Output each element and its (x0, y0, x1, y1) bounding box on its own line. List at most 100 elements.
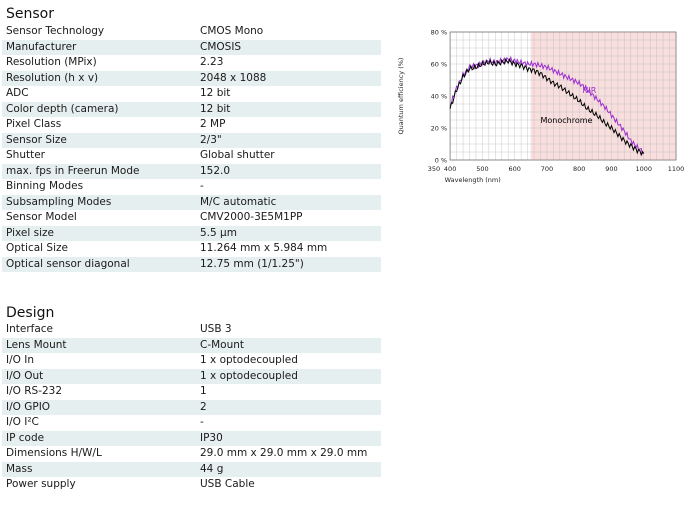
spec-key: I/O GPIO (2, 399, 196, 415)
sensor-row: Sensor Model CMV2000-3E5M1PP (2, 210, 381, 226)
spec-key: I/O I²C (6, 416, 39, 428)
spec-value: IP30 (196, 430, 381, 446)
series-line-nir (449, 55, 645, 155)
spec-key: Optical Size (6, 242, 68, 254)
design-row: I/O RS-232 1 (2, 384, 381, 400)
spec-value: - (200, 416, 204, 428)
series-label-monochrome: Monochrome (540, 116, 592, 125)
spec-key: IP code (2, 430, 196, 446)
x-tick-label: 700 (541, 165, 553, 173)
spec-key: Manufacturer (2, 39, 196, 55)
sensor-section-title: Sensor (6, 6, 54, 22)
spec-key: Power supply (6, 478, 76, 490)
sensor-row: Subsampling Modes M/C automatic (2, 194, 381, 210)
spec-key: I/O In (6, 354, 34, 366)
y-tick-label: 40 % (431, 93, 448, 101)
spec-value: 12 bit (200, 87, 231, 99)
x-axis-label: Wavelength (nm) (445, 176, 501, 184)
x-tick-label: 400 (444, 165, 456, 173)
spec-value: 1 x optodecoupled (200, 354, 298, 366)
spec-key: Optical sensor diagonal (2, 256, 196, 272)
sensor-row: Binning Modes - (2, 179, 381, 195)
sensor-row: Sensor Technology CMOS Mono (2, 24, 381, 40)
sensor-row: max. fps in Freerun Mode 152.0 (2, 163, 381, 179)
x-tick-label: 1100 (668, 165, 684, 173)
sensor-row: Optical sensor diagonal 12.75 mm (1/1.25"… (2, 256, 381, 272)
spec-key: Resolution (MPix) (6, 56, 97, 68)
spec-value: 2/3" (196, 132, 381, 148)
sensor-row: Manufacturer CMOSIS (2, 39, 381, 55)
spec-value: M/C automatic (196, 194, 381, 210)
spec-key: Resolution (h x v) (2, 70, 196, 86)
spec-value: 1 (200, 385, 207, 397)
sensor-row: Pixel size 5.5 µm (2, 225, 381, 241)
design-row: I/O I²C - (2, 415, 381, 431)
design-row: I/O Out 1 x optodecoupled (2, 368, 381, 384)
spec-value: 11.264 mm x 5.984 mm (200, 242, 328, 254)
spec-value: Global shutter (200, 149, 275, 161)
design-row: Power supply USB Cable (2, 477, 381, 493)
sensor-spec-table: Sensor Technology CMOS Mono Manufacturer CM… (2, 24, 381, 272)
y-tick-label: 20 % (431, 125, 448, 133)
design-section-title: Design (6, 305, 55, 321)
spec-key: Sensor Size (2, 132, 196, 148)
design-row: IP code IP30 (2, 430, 381, 446)
design-row: I/O GPIO 2 (2, 399, 381, 415)
design-spec-table: Interface USB 3 Lens Mount C-Mount I/O In 1 x… (2, 322, 381, 493)
spec-value: C-Mount (196, 337, 381, 353)
y-axis-label: Quantum efficiency (%) (397, 58, 405, 135)
spec-value: 12 bit (196, 101, 381, 117)
spec-value: CMOS Mono (200, 25, 264, 37)
spec-key: Dimensions H/W/L (6, 447, 102, 459)
design-row: Dimensions H/W/L 29.0 mm x 29.0 mm x 29.0… (2, 446, 381, 462)
sensor-row: Pixel Class 2 MP (2, 117, 381, 133)
spec-value: 152.0 (196, 163, 381, 179)
spec-value: 12.75 mm (1/1.25") (196, 256, 381, 272)
sensor-row: Resolution (MPix) 2.23 (2, 55, 381, 71)
x-tick-label: 600 (508, 165, 520, 173)
spec-key: I/O RS-232 (6, 385, 63, 397)
y-tick-label: 80 % (431, 29, 448, 37)
spec-value: CMV2000-3E5M1PP (200, 211, 303, 223)
spec-value: USB 3 (200, 323, 232, 335)
sensor-row: ADC 12 bit (2, 86, 381, 102)
sensor-row: Optical Size 11.264 mm x 5.984 mm (2, 241, 381, 257)
x-tick-label: 500 (476, 165, 488, 173)
spec-key: Lens Mount (2, 337, 196, 353)
spec-key: Subsampling Modes (2, 194, 196, 210)
spec-key: Mass (2, 461, 196, 477)
spec-key: Pixel size (2, 225, 196, 241)
spec-value: 5.5 µm (196, 225, 381, 241)
design-row: I/O In 1 x optodecoupled (2, 353, 381, 369)
spec-value: 29.0 mm x 29.0 mm x 29.0 mm (200, 447, 368, 459)
spec-value: USB Cable (200, 478, 255, 490)
spec-value: 2.23 (200, 56, 224, 68)
series-label-nir: NIR (582, 86, 596, 95)
x-tick-label: 350 (428, 165, 440, 173)
y-tick-label: 0 % (435, 157, 447, 165)
sensor-row: Resolution (h x v) 2048 x 1088 (2, 70, 381, 86)
spec-value: 2048 x 1088 (196, 70, 381, 86)
sensor-row: Sensor Size 2/3" (2, 132, 381, 148)
x-tick-label: 800 (573, 165, 585, 173)
spec-value: 1 x optodecoupled (196, 368, 381, 384)
design-row: Mass 44 g (2, 461, 381, 477)
spec-key: I/O Out (2, 368, 196, 384)
spec-key: Pixel Class (6, 118, 62, 130)
spec-value: 44 g (196, 461, 381, 477)
spec-key: max. fps in Freerun Mode (2, 163, 196, 179)
quantum-efficiency-chart: 0 % 20 % 40 % 60 % 80 % 350 400 500 600 700 800 900… (397, 29, 684, 185)
spec-key: Interface (6, 323, 54, 335)
plot-border (449, 31, 677, 161)
spec-key: Sensor Technology (6, 25, 105, 37)
spec-value: CMOSIS (196, 39, 381, 55)
series-line-monochrome (449, 58, 645, 157)
spec-value: 2 MP (200, 118, 226, 130)
sensor-row: Color depth (camera) 12 bit (2, 101, 381, 117)
spec-value: 2 (196, 399, 381, 415)
sensor-row: Shutter Global shutter (2, 148, 381, 164)
spec-key: Binning Modes (6, 180, 84, 192)
spec-key: Sensor Model (6, 211, 77, 223)
x-tick-label: 900 (605, 165, 617, 173)
spec-value: - (200, 180, 204, 192)
